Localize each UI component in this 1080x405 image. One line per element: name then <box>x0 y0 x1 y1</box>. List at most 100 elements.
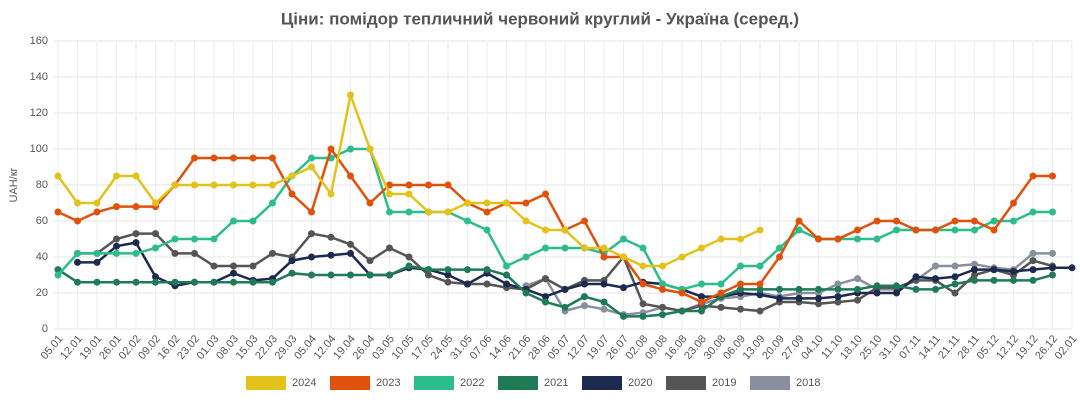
data-point <box>113 249 120 257</box>
data-point <box>444 278 452 286</box>
data-point <box>152 278 159 286</box>
data-point <box>113 172 120 180</box>
data-point <box>698 293 705 301</box>
data-point <box>698 307 705 315</box>
data-point <box>1029 208 1037 216</box>
data-point <box>756 226 764 234</box>
data-point <box>113 235 120 243</box>
data-point <box>269 278 276 286</box>
data-point <box>639 244 647 252</box>
data-point <box>873 235 881 243</box>
data-point <box>912 226 920 234</box>
data-point <box>620 284 627 292</box>
legend-label: 2018 <box>796 377 820 389</box>
data-point <box>990 266 998 274</box>
data-point <box>990 276 998 284</box>
series-line <box>77 241 1072 300</box>
data-point <box>308 230 315 238</box>
data-point <box>230 181 237 189</box>
data-point <box>210 235 218 243</box>
data-point <box>171 278 179 286</box>
data-point <box>191 235 198 243</box>
data-point <box>210 181 218 189</box>
data-point <box>912 273 920 281</box>
series-line <box>525 252 1053 316</box>
data-point <box>405 181 413 189</box>
data-point <box>834 293 842 301</box>
data-point <box>464 280 471 288</box>
data-point <box>308 253 315 261</box>
data-point <box>132 230 140 238</box>
data-point <box>737 262 744 270</box>
data-point <box>873 289 881 297</box>
y-tick-label: 140 <box>30 71 48 83</box>
data-point <box>386 244 393 252</box>
data-point <box>561 244 569 252</box>
data-point <box>971 260 978 268</box>
y-tick-label: 120 <box>30 107 48 119</box>
data-point <box>503 199 510 207</box>
data-point <box>639 300 647 308</box>
data-point <box>581 217 588 225</box>
data-point <box>815 294 822 302</box>
data-point <box>230 217 237 225</box>
legend-swatch <box>246 376 286 390</box>
data-point <box>1049 208 1056 216</box>
data-point <box>308 163 315 171</box>
data-point <box>366 257 374 265</box>
data-point <box>659 280 666 288</box>
data-point <box>678 307 686 315</box>
data-point <box>932 226 939 234</box>
data-point <box>444 181 452 189</box>
data-point <box>230 154 237 162</box>
data-point <box>93 208 101 216</box>
data-point <box>873 282 881 290</box>
data-point <box>171 181 179 189</box>
data-point <box>971 217 978 225</box>
data-point <box>737 280 744 288</box>
data-point <box>795 285 803 293</box>
data-point <box>93 199 101 207</box>
data-point <box>327 233 335 241</box>
data-point <box>834 285 842 293</box>
y-tick-label: 40 <box>36 251 48 263</box>
data-point <box>1010 276 1017 284</box>
data-point <box>269 181 276 189</box>
data-point <box>249 217 257 225</box>
data-point <box>386 190 393 198</box>
data-point <box>210 262 218 270</box>
data-point <box>893 217 900 225</box>
data-point <box>405 190 413 198</box>
data-point <box>639 262 647 270</box>
data-point <box>951 273 959 281</box>
data-point <box>1049 271 1056 279</box>
data-point <box>347 91 354 99</box>
data-point <box>191 278 198 286</box>
data-point <box>951 280 959 288</box>
data-point <box>600 244 608 252</box>
data-point <box>815 285 822 293</box>
data-point <box>288 257 296 265</box>
data-point <box>522 253 530 261</box>
data-point <box>737 285 744 293</box>
data-point <box>269 249 276 257</box>
data-point <box>971 276 978 284</box>
data-point <box>113 242 120 250</box>
data-point <box>288 269 296 277</box>
data-point <box>659 303 666 311</box>
data-point <box>132 172 140 180</box>
data-point <box>561 285 569 293</box>
x-tick-label: 31.10 <box>877 333 904 362</box>
data-point <box>600 280 608 288</box>
data-point <box>542 244 549 252</box>
y-axis-label: UAH/кг <box>8 167 20 202</box>
data-point <box>1029 249 1037 257</box>
x-tick-label: 02.01 <box>1053 333 1080 362</box>
data-point <box>639 280 647 288</box>
data-point <box>600 253 608 261</box>
data-point <box>990 226 998 234</box>
data-point <box>425 266 432 274</box>
y-tick-label: 60 <box>36 215 48 227</box>
